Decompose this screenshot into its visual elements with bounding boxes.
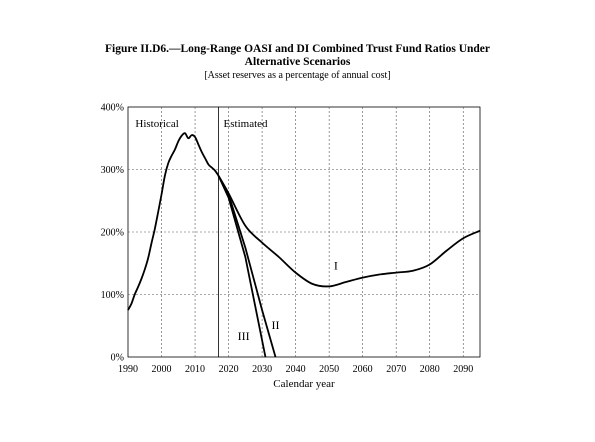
- chart-title-line1: Figure II.D6.—Long-Range OASI and DI Com…: [105, 43, 490, 55]
- series-label-scenario-iii: III: [238, 329, 250, 343]
- series-label-scenario-ii: II: [272, 318, 280, 332]
- x-tick-label: 2000: [152, 364, 172, 375]
- x-tick-label: 2060: [353, 364, 373, 375]
- series-label-scenario-i: I: [334, 259, 338, 273]
- series-line-historical: [127, 132, 220, 311]
- chart-subtitle: [Asset reserves as a percentage of annua…: [204, 70, 391, 81]
- y-tick-label: 300%: [101, 165, 124, 176]
- x-tick-label: 2020: [219, 364, 239, 375]
- chart-title-line2: Alternative Scenarios: [244, 56, 351, 68]
- series-line-scenario-iii: [217, 175, 267, 358]
- historical-region-label: Historical: [135, 118, 178, 130]
- y-tick-label: 200%: [101, 228, 124, 239]
- estimated-region-label: Estimated: [224, 118, 268, 130]
- y-tick-label: 100%: [101, 290, 124, 301]
- y-tick-label: 0%: [111, 353, 124, 364]
- x-tick-label: 2090: [453, 364, 473, 375]
- x-tick-label: 2040: [286, 364, 306, 375]
- x-tick-label: 2030: [252, 364, 272, 375]
- x-tick-label: 2080: [420, 364, 440, 375]
- x-tick-label: 2050: [319, 364, 339, 375]
- x-axis-label: Calendar year: [273, 378, 335, 390]
- x-tick-label: 1990: [118, 364, 138, 375]
- y-tick-label: 400%: [101, 103, 124, 114]
- x-tick-label: 2010: [185, 364, 205, 375]
- series-line-scenario-i: [217, 175, 481, 288]
- x-tick-label: 2070: [386, 364, 406, 375]
